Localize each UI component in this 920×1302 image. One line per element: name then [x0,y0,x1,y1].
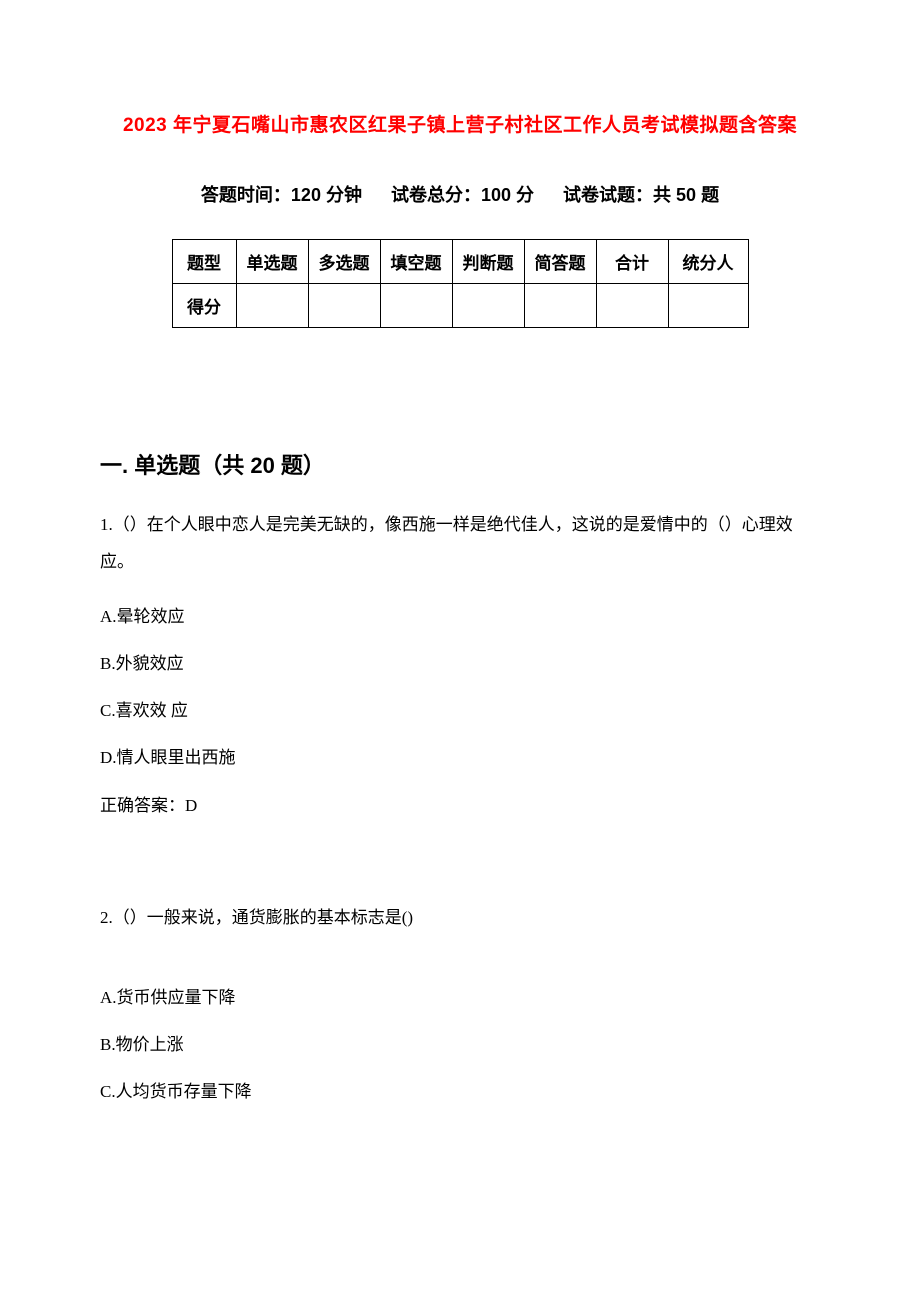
cell-score-label: 得分 [172,284,236,328]
exam-page: 2023 年宁夏石嘴山市惠农区红果子镇上营子村社区工作人员考试模拟题含答案 答题… [0,0,920,1186]
option-c: C.喜欢效 应 [100,697,820,724]
question-block-1: 1.（）在个人眼中恋人是完美无缺的，像西施一样是绝代佳人，这说的是爱情中的（）心… [100,506,820,819]
option-c: C.人均货币存量下降 [100,1078,820,1105]
cell-empty [452,284,524,328]
option-a: A.货币供应量下降 [100,984,820,1011]
cell-col-single: 单选题 [236,240,308,284]
correct-answer: 正确答案：D [100,792,820,819]
cell-type-label: 题型 [172,240,236,284]
exam-meta: 答题时间：120 分钟 试卷总分：100 分 试卷试题：共 50 题 [100,181,820,207]
question-text: 2.（）一般来说，通货膨胀的基本标志是() [100,899,820,936]
exam-title: 2023 年宁夏石嘴山市惠农区红果子镇上营子村社区工作人员考试模拟题含答案 [100,110,820,137]
cell-col-judge: 判断题 [452,240,524,284]
option-a: A.晕轮效应 [100,603,820,630]
cell-empty [668,284,748,328]
option-b: B.外貌效应 [100,650,820,677]
question-block-2: 2.（）一般来说，通货膨胀的基本标志是() A.货币供应量下降 B.物价上涨 C… [100,899,820,1106]
table-row: 题型 单选题 多选题 填空题 判断题 简答题 合计 统分人 [172,240,748,284]
cell-col-scorer: 统分人 [668,240,748,284]
table-row: 得分 [172,284,748,328]
cell-empty [380,284,452,328]
section-heading: 一. 单选题（共 20 题） [100,448,820,480]
cell-empty [524,284,596,328]
cell-col-short: 简答题 [524,240,596,284]
cell-col-total: 合计 [596,240,668,284]
option-b: B.物价上涨 [100,1031,820,1058]
question-text: 1.（）在个人眼中恋人是完美无缺的，像西施一样是绝代佳人，这说的是爱情中的（）心… [100,506,820,581]
cell-col-blank: 填空题 [380,240,452,284]
cell-empty [596,284,668,328]
score-table: 题型 单选题 多选题 填空题 判断题 简答题 合计 统分人 得分 [172,239,749,328]
cell-col-multi: 多选题 [308,240,380,284]
option-d: D.情人眼里出西施 [100,744,820,771]
meta-count: 试卷试题：共 50 题 [563,185,719,205]
cell-empty [236,284,308,328]
meta-time: 答题时间：120 分钟 [201,185,362,205]
meta-total: 试卷总分：100 分 [391,185,534,205]
cell-empty [308,284,380,328]
